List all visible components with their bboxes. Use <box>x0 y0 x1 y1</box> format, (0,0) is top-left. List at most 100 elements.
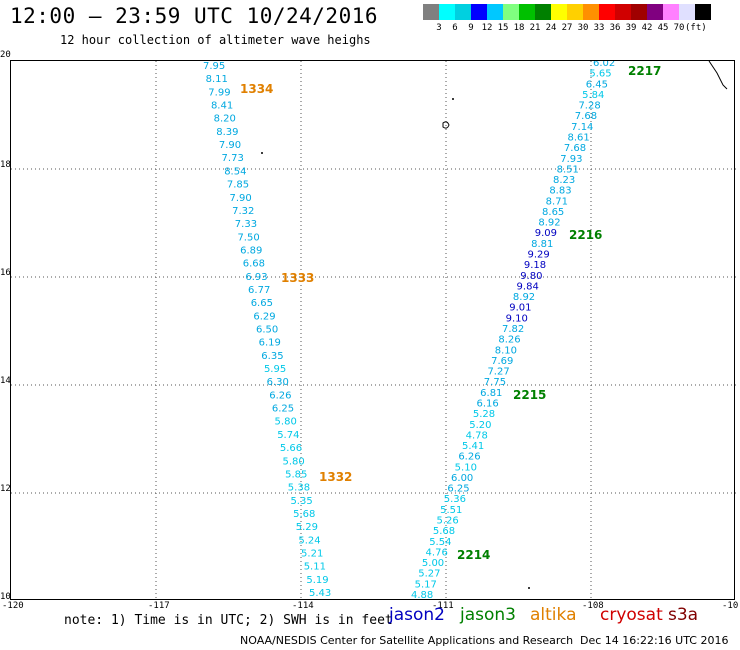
pass-label: 2215 <box>513 388 546 402</box>
island-dot <box>528 587 530 589</box>
legend-cryosat: cryosat <box>600 605 663 625</box>
scale-label: 70 <box>673 23 685 33</box>
swh-value: 9.18 <box>524 260 546 271</box>
swh-value: 5.19 <box>306 575 328 586</box>
swh-value: 5.84 <box>582 90 604 101</box>
swh-value: 5.65 <box>589 69 611 80</box>
swh-value: 9.10 <box>506 313 528 324</box>
swh-value: 5.66 <box>280 443 302 454</box>
scale-label: 15 <box>497 23 509 33</box>
scale-swatch <box>551 4 567 20</box>
scale-swatch <box>599 4 615 20</box>
swh-value: 8.61 <box>568 132 590 143</box>
swh-value: 5.21 <box>301 548 323 559</box>
island-dot <box>452 98 454 100</box>
swh-value: 9.80 <box>520 271 542 282</box>
scale-label: 27 <box>561 23 573 33</box>
scale-label: 39 <box>625 23 637 33</box>
swh-value: 7.90 <box>230 193 252 204</box>
swh-value: 6.16 <box>477 398 499 409</box>
swh-value: 6.77 <box>248 285 270 296</box>
scale-swatch <box>583 4 599 20</box>
swh-value: 5.95 <box>264 364 286 375</box>
swh-value: 5.51 <box>440 505 462 516</box>
x-tick-label: -114 <box>292 601 314 611</box>
scale-label: 45 <box>657 23 669 33</box>
swh-value: 7.68 <box>575 111 597 122</box>
credit-text: NOAA/NESDIS Center for Satellite Applica… <box>240 634 574 647</box>
pass-label: 2217 <box>628 64 661 78</box>
swh-value: 6.26 <box>458 452 480 463</box>
swh-value: 8.11 <box>206 74 228 85</box>
scale-label: 24 <box>545 23 557 33</box>
swh-value: 7.99 <box>208 87 230 98</box>
scale-swatch <box>455 4 471 20</box>
scale-label: 33 <box>593 23 605 33</box>
swh-value: 6.29 <box>253 311 275 322</box>
scale-label: 30 <box>577 23 589 33</box>
swh-value: 5.38 <box>288 483 310 494</box>
x-tick-label: -10 <box>722 601 739 611</box>
swh-value: 5.26 <box>436 516 458 527</box>
swh-value: 7.68 <box>564 143 586 154</box>
swh-value: 7.73 <box>222 153 244 164</box>
map-title: 12:00 – 23:59 UTC 10/24/2016 <box>10 4 379 28</box>
swh-value: 5.17 <box>415 579 437 590</box>
swh-value: 7.14 <box>571 122 593 133</box>
swh-value: 8.20 <box>214 114 236 125</box>
scale-swatch <box>663 4 679 20</box>
y-tick-label: 20 <box>0 50 11 60</box>
swh-value: 7.75 <box>484 377 506 388</box>
y-tick-label: 14 <box>0 376 11 386</box>
map-subtitle: 12 hour collection of altimeter wave hei… <box>60 33 371 47</box>
swh-value: 7.69 <box>491 356 513 367</box>
swh-value: 6.45 <box>586 79 608 90</box>
pass-label: 1332 <box>319 470 352 484</box>
pass-label: 1334 <box>240 82 273 96</box>
swh-value: 4.88 <box>411 590 433 601</box>
swh-value: 5.54 <box>429 537 451 548</box>
swh-value: 5.10 <box>455 462 477 473</box>
swh-value: 6.81 <box>480 388 502 399</box>
swh-value: 5.74 <box>277 430 299 441</box>
swh-value: 7.90 <box>219 140 241 151</box>
swh-value: 6.00 <box>451 473 473 484</box>
swh-value: 8.65 <box>542 207 564 218</box>
x-tick-label: -117 <box>148 601 170 611</box>
swh-value: 7.32 <box>232 206 254 217</box>
swh-value: 6.30 <box>267 377 289 388</box>
scale-label: 42 <box>641 23 653 33</box>
swh-value: 7.95 <box>203 61 225 72</box>
swh-value: 6.25 <box>272 404 294 415</box>
scale-swatch <box>647 4 663 20</box>
generated-date: Dec 14 16:22:16 UTC 2016 <box>580 634 729 647</box>
swh-value: 6.26 <box>269 390 291 401</box>
scale-swatch <box>695 4 711 20</box>
x-tick-label: -120 <box>2 601 24 611</box>
swh-value: 6.93 <box>245 272 267 283</box>
coastline <box>708 60 728 90</box>
legend-jason2: jason2 <box>389 605 445 625</box>
swh-value: 9.29 <box>527 250 549 261</box>
swh-value: 6.25 <box>447 484 469 495</box>
legend-altika: altika <box>530 605 577 625</box>
scale-swatch <box>503 4 519 20</box>
scale-swatch <box>423 4 439 20</box>
swh-value: 5.35 <box>290 496 312 507</box>
swh-value: 8.71 <box>546 196 568 207</box>
swh-value: 7.50 <box>237 232 259 243</box>
swh-value: 5.11 <box>304 562 326 573</box>
swh-value: 8.51 <box>557 164 579 175</box>
swh-value: 5.28 <box>473 409 495 420</box>
pass-label: 1333 <box>281 271 314 285</box>
x-tick-label: -108 <box>582 601 604 611</box>
scale-label: 36 <box>609 23 621 33</box>
legend-s3a: s3a <box>668 605 699 625</box>
swh-value: 8.54 <box>224 166 246 177</box>
pass-label: 2214 <box>457 548 490 562</box>
scale-swatch <box>535 4 551 20</box>
swh-value: 5.24 <box>298 535 320 546</box>
swh-value: 5.68 <box>293 509 315 520</box>
swh-value: 5.80 <box>283 456 305 467</box>
swh-value: 6.19 <box>259 338 281 349</box>
